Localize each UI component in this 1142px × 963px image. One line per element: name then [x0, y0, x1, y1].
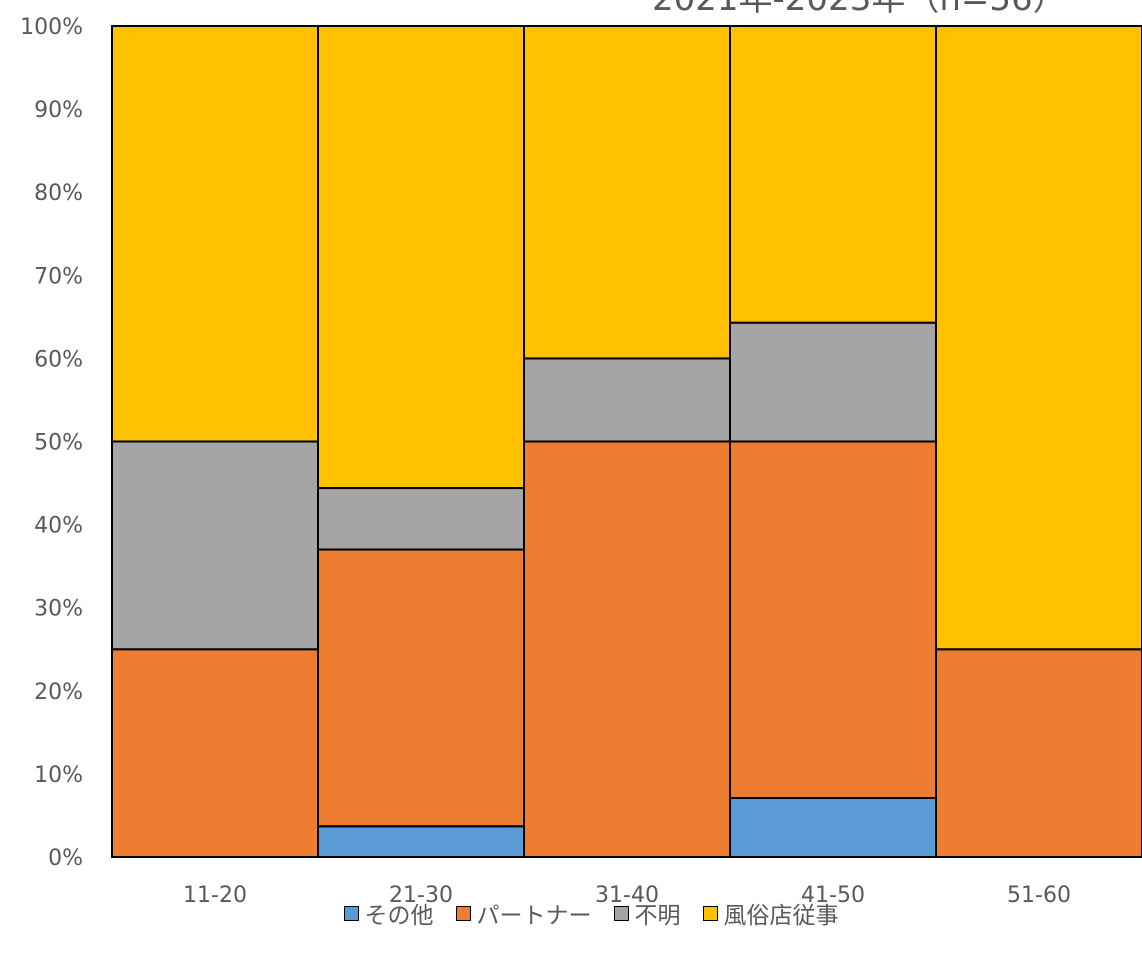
bar-segment-11-20-2	[111, 440, 319, 651]
x-tick-label: 31-40	[595, 883, 659, 908]
legend-swatch	[613, 905, 629, 921]
bar-segment-41-50-3	[729, 25, 937, 324]
legend-label: パートナー	[476, 903, 592, 929]
legend-item: パートナー	[455, 896, 592, 930]
x-tick-label: 51-60	[1007, 883, 1071, 908]
bar-segment-31-40-2	[523, 357, 731, 443]
bar-segment-31-40-1	[523, 440, 731, 858]
legend-label: 不明	[634, 903, 681, 929]
y-tick-label: 60%	[34, 347, 83, 372]
x-tick-label: 11-20	[183, 883, 247, 908]
y-tick-label: 10%	[34, 763, 83, 788]
x-tick-label: 41-50	[801, 883, 865, 908]
bar-segment-31-40-3	[523, 25, 731, 360]
bar-segment-41-50-0	[729, 796, 937, 859]
y-tick-label: 30%	[34, 597, 83, 622]
bar-segment-11-20-3	[111, 25, 319, 443]
bar-segment-41-50-1	[729, 440, 937, 799]
y-tick-label: 80%	[34, 181, 83, 206]
y-tick-label: 70%	[34, 264, 83, 289]
axis-group: 0% 10% 20% 30% 40% 50% 60% 70% 80% 90% 100% 11-20 21…	[20, 15, 1142, 908]
bar-segment-41-50-2	[729, 321, 937, 443]
bar-segment-21-30-2	[317, 487, 525, 551]
y-tick-label: 40%	[34, 514, 83, 539]
chart-title: 2021年-2023年（n=56）	[652, 0, 1067, 19]
legend-item: その他	[343, 896, 434, 930]
legend-label: 風俗店従事	[723, 903, 839, 929]
legend: その他 パートナー 不明 風俗店従事	[0, 896, 1142, 930]
bar-segment-51-60-1	[935, 648, 1142, 858]
bar-segment-21-30-3	[317, 25, 525, 490]
y-tick-label: 100%	[20, 15, 83, 40]
bar-segment-21-30-1	[317, 548, 525, 828]
bar-segment-51-60-3	[935, 25, 1142, 651]
y-tick-label: 90%	[34, 98, 83, 123]
legend-item: 風俗店従事	[702, 896, 839, 930]
y-tick-label: 0%	[48, 846, 83, 871]
legend-item: 不明	[613, 896, 681, 930]
y-tick-label: 20%	[34, 680, 83, 705]
bars-group	[111, 25, 1142, 859]
legend-swatch	[702, 905, 718, 921]
legend-label: その他	[364, 903, 434, 929]
bar-segment-21-30-0	[317, 825, 525, 858]
x-tick-label: 21-30	[389, 883, 453, 908]
y-tick-label: 50%	[34, 431, 83, 456]
legend-swatch	[343, 905, 359, 921]
legend-swatch	[455, 905, 471, 921]
bar-segment-11-20-1	[111, 648, 319, 858]
